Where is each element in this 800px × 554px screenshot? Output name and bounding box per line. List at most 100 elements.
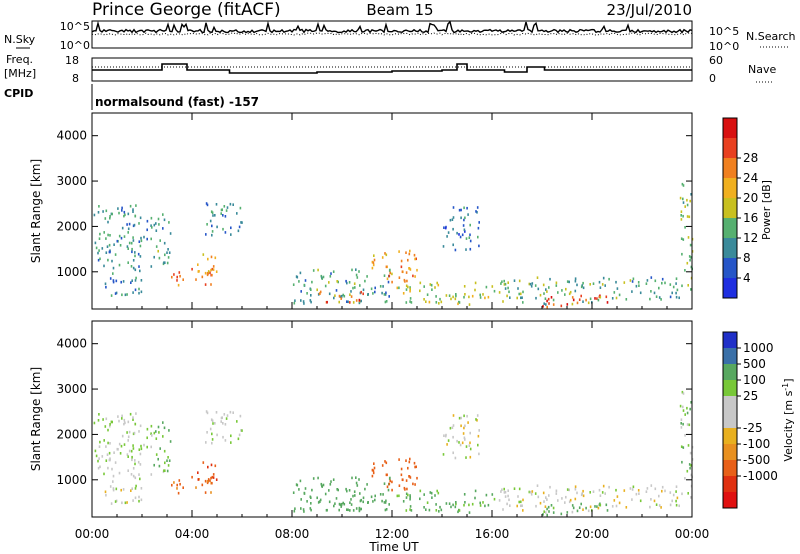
power-cell — [112, 266, 115, 270]
velocity-cell — [414, 483, 416, 486]
velocity-cell — [122, 488, 125, 491]
power-cell — [134, 254, 136, 258]
power-cell — [215, 203, 218, 206]
velocity-cell — [329, 483, 332, 486]
velocity-cell — [137, 460, 140, 464]
velocity-cell — [328, 489, 330, 492]
velocity-cell — [131, 455, 133, 459]
power-cell — [114, 292, 117, 295]
velocity-cell — [385, 508, 388, 511]
power-cell — [406, 279, 408, 283]
velocity-cell — [105, 493, 107, 497]
power-cell — [654, 279, 657, 283]
power-cell — [158, 256, 161, 260]
power-cell — [431, 288, 433, 291]
power-cell — [209, 219, 212, 223]
velocity-colorbar-ticks: 1000 500 100 25 -25 -100 -500 -1000 — [737, 341, 778, 483]
power-cell — [555, 284, 558, 287]
power-cell — [409, 300, 411, 303]
power-cell — [98, 205, 100, 208]
power-cell — [211, 224, 213, 228]
velocity-cell — [385, 461, 388, 465]
power-cell — [326, 300, 328, 304]
power-cell — [155, 245, 158, 248]
velocity-cell — [121, 414, 123, 418]
power-cell — [503, 279, 505, 283]
noise-tick-top-left: 10^5 — [60, 20, 90, 33]
power-cell — [416, 268, 418, 272]
velocity-cell — [93, 421, 96, 425]
velocity-cell — [343, 502, 346, 506]
power-cell — [521, 296, 523, 299]
power-cell — [201, 275, 204, 279]
nave-label: Nave — [748, 63, 776, 76]
velocity-cell — [465, 445, 468, 448]
velocity-cell — [317, 476, 319, 480]
power-colorbar-tick-label: 28 — [743, 151, 758, 165]
velocity-cell — [690, 473, 693, 477]
power-cell — [409, 249, 411, 253]
velocity-cell — [373, 462, 375, 465]
power-cell — [163, 261, 165, 264]
velocity-cell — [546, 507, 548, 511]
power-cell — [491, 285, 494, 288]
velocity-cell — [296, 483, 299, 487]
power-cell — [660, 298, 662, 301]
velocity-cell — [211, 481, 213, 485]
velocity-cell — [426, 501, 429, 504]
velocity-cell — [445, 502, 448, 505]
velocity-colorbar-block — [723, 428, 737, 445]
velocity-cell — [117, 415, 119, 418]
power-cell — [349, 301, 351, 304]
velocity-cell — [682, 392, 685, 395]
power-cell — [111, 212, 113, 216]
velocity-cell — [410, 509, 413, 512]
power-cell — [225, 209, 228, 212]
velocity-cell — [405, 479, 408, 482]
power-cell — [606, 301, 609, 304]
velocity-cell — [386, 485, 389, 489]
power-cell — [568, 292, 571, 296]
power-cell — [547, 297, 550, 301]
power-cell — [385, 253, 388, 257]
velocity-cell — [430, 491, 433, 495]
velocity-cell — [222, 435, 224, 439]
power-cell — [321, 277, 323, 280]
power-cell — [334, 294, 336, 297]
power-cell — [140, 290, 143, 294]
power-cell — [447, 231, 450, 234]
velocity-cell — [114, 500, 117, 503]
power-cell — [226, 206, 229, 209]
freq-label-2: [MHz] — [4, 67, 36, 80]
velocity-cell — [477, 434, 480, 438]
velocity-cell — [214, 422, 216, 425]
velocity-cell — [371, 468, 374, 472]
noise-tick-bottom-left: 10^0 — [60, 39, 90, 52]
power-cell — [292, 283, 295, 286]
velocity-cell — [124, 501, 127, 505]
velocity-scale-label: Velocity [m s-1] — [781, 378, 795, 461]
power-cell — [134, 268, 137, 272]
velocity-cell — [552, 506, 555, 510]
velocity-cell — [349, 509, 351, 512]
power-cell — [178, 271, 181, 274]
noise-panel-frame — [91, 20, 693, 49]
velocity-cell — [132, 418, 134, 421]
velocity-cell — [97, 419, 100, 422]
velocity-cell — [132, 467, 135, 470]
power-cell — [232, 203, 234, 206]
power-cell — [679, 196, 682, 200]
power-cell — [139, 269, 141, 273]
velocity-cell — [112, 487, 115, 490]
power-cell — [360, 299, 362, 303]
velocity-cell — [632, 485, 635, 489]
velocity-cell — [303, 491, 306, 495]
velocity-ylabel: Slant Range [km] — [29, 367, 43, 471]
velocity-cell — [143, 443, 145, 447]
power-cell — [340, 295, 343, 299]
power-cell — [485, 285, 488, 289]
power-cell — [211, 267, 214, 271]
velocity-cell — [680, 422, 682, 425]
velocity-cell — [212, 422, 214, 425]
power-cell — [134, 279, 137, 282]
